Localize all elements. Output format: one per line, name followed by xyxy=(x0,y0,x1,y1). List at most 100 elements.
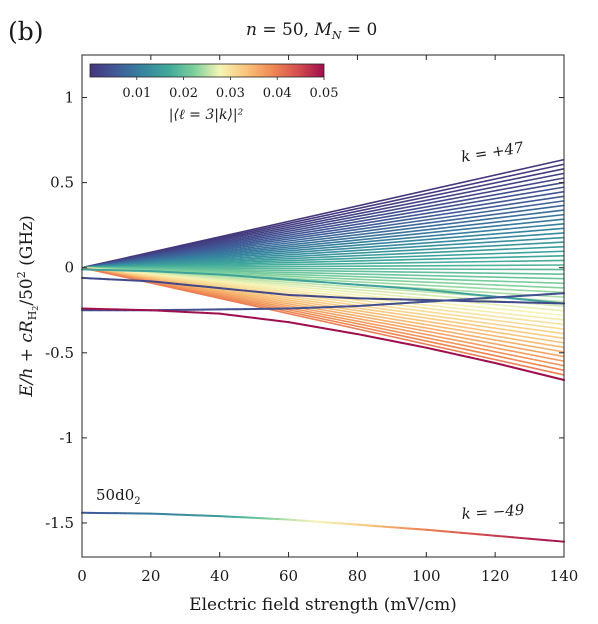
series-segment xyxy=(442,530,454,534)
y-tick-label: -1 xyxy=(59,429,74,447)
series-segment xyxy=(373,336,385,341)
series-segment xyxy=(468,293,479,296)
series-segment xyxy=(296,322,307,327)
series-segment xyxy=(356,333,368,337)
series-segment xyxy=(476,358,488,363)
series-segment xyxy=(459,292,471,296)
colorbar-tick-label: 0.01 xyxy=(122,86,151,101)
series-segment xyxy=(322,521,333,524)
series-segment xyxy=(433,529,445,533)
series-segment xyxy=(425,528,436,532)
series-segment xyxy=(270,277,281,280)
series-segment xyxy=(485,294,497,298)
series-segment xyxy=(511,297,522,301)
ylabel-c: (GHz) xyxy=(17,215,37,271)
y-tick-label: -0.5 xyxy=(45,344,74,362)
series-segment xyxy=(382,525,393,529)
series-segment xyxy=(399,526,411,530)
series-segment xyxy=(494,362,505,367)
series-segment xyxy=(149,280,161,284)
series-segment xyxy=(278,320,290,324)
series-segment xyxy=(399,341,411,346)
x-tick-label: 80 xyxy=(348,567,367,585)
series-segment xyxy=(459,298,471,301)
title-M: M xyxy=(313,20,332,40)
title-n: n xyxy=(246,20,257,40)
series-segment xyxy=(425,288,436,292)
series-segment xyxy=(244,275,256,279)
fan-lines xyxy=(81,158,565,376)
series-segment xyxy=(365,524,376,527)
series-segment xyxy=(356,283,368,287)
series-segment xyxy=(227,274,238,277)
series-segment xyxy=(416,300,428,304)
ylabel-a: E/h + c xyxy=(17,333,37,398)
colorbar-tick-label: 0.05 xyxy=(310,86,339,101)
series-segment xyxy=(476,297,488,300)
series-segment xyxy=(365,284,376,288)
series-segment xyxy=(278,293,290,296)
annotation-state: 50d02 xyxy=(96,486,141,507)
x-ticks: 0 20 40 60 80 100 120 140 xyxy=(77,55,578,585)
series-segment xyxy=(451,291,462,295)
series-segment xyxy=(227,313,238,317)
series-segment xyxy=(537,299,548,303)
series-segment xyxy=(416,528,428,531)
series-segment xyxy=(365,334,376,339)
series-segment xyxy=(442,299,454,302)
series-segment xyxy=(554,292,565,295)
series-segment xyxy=(528,293,540,297)
plot-area: 0 20 40 60 80 100 120 140 1 0.5 0 -0.5 -1 -1.5 xyxy=(45,54,578,585)
state-label: 50d0 xyxy=(96,486,134,504)
series-segment xyxy=(304,519,316,523)
series-segment xyxy=(528,299,540,302)
series-segment xyxy=(459,531,471,535)
series-segment xyxy=(476,293,488,297)
series-segment xyxy=(511,536,522,539)
series-segment xyxy=(416,288,428,291)
series-segment xyxy=(408,301,419,304)
series-segment xyxy=(416,344,428,349)
panel-label: (b) xyxy=(8,17,44,46)
series-segment xyxy=(390,339,402,344)
axes-frame xyxy=(81,54,565,558)
series-segment xyxy=(296,519,307,522)
series-segment xyxy=(399,286,411,290)
series-segment xyxy=(425,300,436,303)
series-segment xyxy=(192,284,204,288)
series-segment xyxy=(322,327,333,331)
series-segment xyxy=(235,314,247,318)
colorbar-tick-label: 0.03 xyxy=(216,86,245,101)
series-segment xyxy=(356,523,368,527)
series-segment xyxy=(408,287,419,291)
colorbar-ticks: 0.01 0.02 0.03 0.04 0.05 xyxy=(122,77,338,101)
series-segment xyxy=(287,321,299,325)
series-segment xyxy=(296,279,307,282)
series-segment xyxy=(442,350,454,355)
y-tick-label: 1 xyxy=(64,89,74,107)
colorbar: 0.01 0.02 0.03 0.04 0.05 |⟨ℓ = 3|k⟩|² xyxy=(89,63,338,123)
x-tick-label: 40 xyxy=(210,567,229,585)
series-segment xyxy=(425,346,436,351)
series-segment xyxy=(390,286,402,289)
series-segment xyxy=(244,289,256,293)
series-segment xyxy=(494,534,505,538)
series-segment xyxy=(511,366,522,371)
series-segment xyxy=(218,273,230,277)
y-tick-label: -1.5 xyxy=(45,514,74,532)
series-segment xyxy=(218,287,230,290)
series-segment xyxy=(485,533,497,537)
series-segment xyxy=(459,354,471,359)
chart-title: n = 50, MN = 0 xyxy=(246,20,377,42)
series-segment xyxy=(278,277,290,281)
title-eq1: = 50, xyxy=(257,20,315,40)
ylabel-R: R xyxy=(17,320,37,334)
series-segment xyxy=(339,330,350,334)
series-segment xyxy=(184,283,195,287)
series-segment xyxy=(339,282,350,286)
x-tick-label: 20 xyxy=(141,567,160,585)
y-axis-label: E/h + cRH2/502 (GHz) xyxy=(15,215,40,398)
series-segment xyxy=(201,285,213,289)
series-segment xyxy=(451,531,462,534)
series-segment xyxy=(451,352,462,357)
